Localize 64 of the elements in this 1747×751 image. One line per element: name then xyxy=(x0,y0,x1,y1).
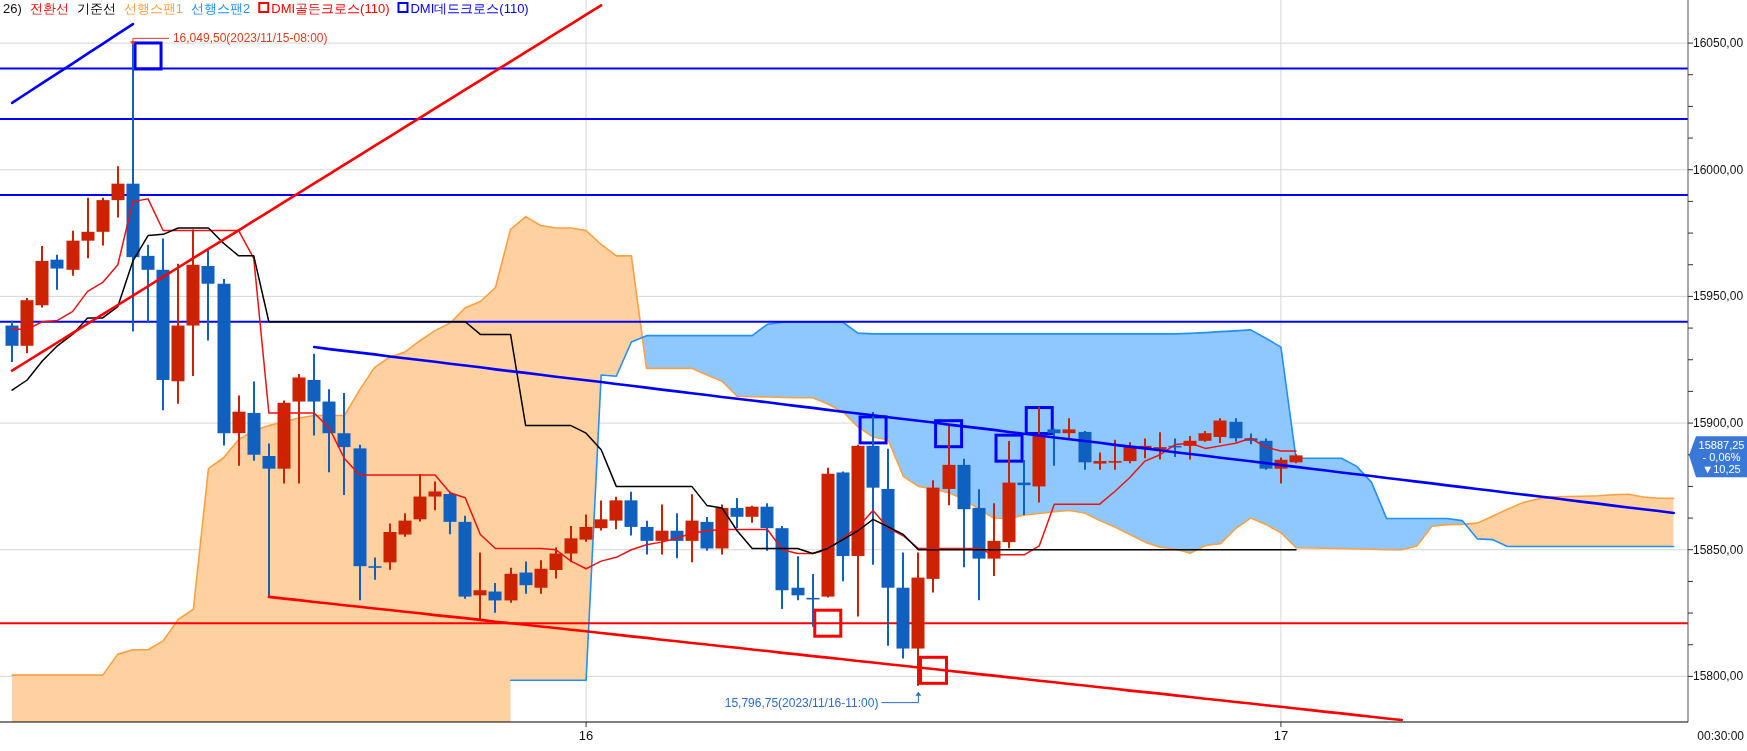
x-tick-label: 16 xyxy=(578,728,594,743)
candlestick xyxy=(473,552,487,621)
candlestick xyxy=(5,320,19,362)
candlestick xyxy=(232,395,246,466)
x-tick-label: 17 xyxy=(1273,728,1289,743)
text: 15887,25 xyxy=(1698,439,1745,452)
candlestick xyxy=(488,582,502,613)
candlestick xyxy=(413,474,427,522)
y-tick-label: 15950,00 xyxy=(1693,289,1744,304)
text: - 0,06% xyxy=(1702,451,1741,464)
candlestick xyxy=(760,503,774,551)
candlestick xyxy=(81,197,95,259)
y-tick-label: 15800,00 xyxy=(1693,669,1744,684)
y-tick-label: 16000,00 xyxy=(1693,162,1744,177)
candlestick xyxy=(730,498,744,528)
candlestick xyxy=(1047,428,1061,466)
line-series xyxy=(312,345,1675,515)
annotation: 15,796,75(2023/11/16-11:00) xyxy=(724,695,879,710)
candlestick xyxy=(519,561,533,594)
y-tick-label: 15850,00 xyxy=(1693,542,1744,557)
candlestick xyxy=(50,254,64,290)
annotation: 16,049,50(2023/11/15-08:00) xyxy=(172,31,328,46)
legend-label: DMI데드크로스(110) xyxy=(410,1,529,16)
legend-label: DMI골든크로스(110) xyxy=(271,1,390,16)
candlestick xyxy=(1062,418,1076,438)
candlestick xyxy=(337,392,351,495)
text: 00:30:00 xyxy=(1697,729,1745,743)
point xyxy=(919,655,948,685)
candlestick xyxy=(534,560,548,594)
candlestick xyxy=(262,443,276,598)
point xyxy=(133,41,163,71)
point xyxy=(813,608,843,638)
candlestick xyxy=(111,166,125,218)
candlestick xyxy=(594,500,608,531)
point xyxy=(934,419,964,449)
candlestick xyxy=(1093,452,1107,470)
candlestick xyxy=(549,547,563,579)
y-tick-label: 15900,00 xyxy=(1693,416,1744,431)
point xyxy=(1024,406,1054,436)
candlestick xyxy=(791,556,805,601)
point xyxy=(858,415,888,445)
candlestick xyxy=(564,525,578,563)
candlestick xyxy=(428,481,442,511)
candlestick xyxy=(1108,439,1122,470)
candlestick xyxy=(307,353,321,436)
candlestick xyxy=(655,504,669,555)
point xyxy=(994,433,1024,463)
legend-title: 26) xyxy=(3,1,22,16)
candlestick xyxy=(579,514,593,542)
candlestick xyxy=(398,513,412,537)
y-tick-label: 16050,00 xyxy=(1693,36,1744,51)
text: 선행스팬2 xyxy=(191,1,251,16)
candlestick xyxy=(640,520,654,555)
candlestick xyxy=(685,494,699,563)
text: 기준선 xyxy=(76,1,116,16)
text: 전환선 xyxy=(29,1,69,16)
text: 선행스팬1 xyxy=(123,1,184,16)
candlestick xyxy=(141,244,155,323)
candlestick xyxy=(368,557,382,580)
candlestick xyxy=(201,249,215,341)
candlestick xyxy=(1213,418,1227,444)
text: ▼10,25 xyxy=(1702,463,1741,476)
candlestick xyxy=(1229,418,1243,442)
candlestick xyxy=(609,496,623,530)
